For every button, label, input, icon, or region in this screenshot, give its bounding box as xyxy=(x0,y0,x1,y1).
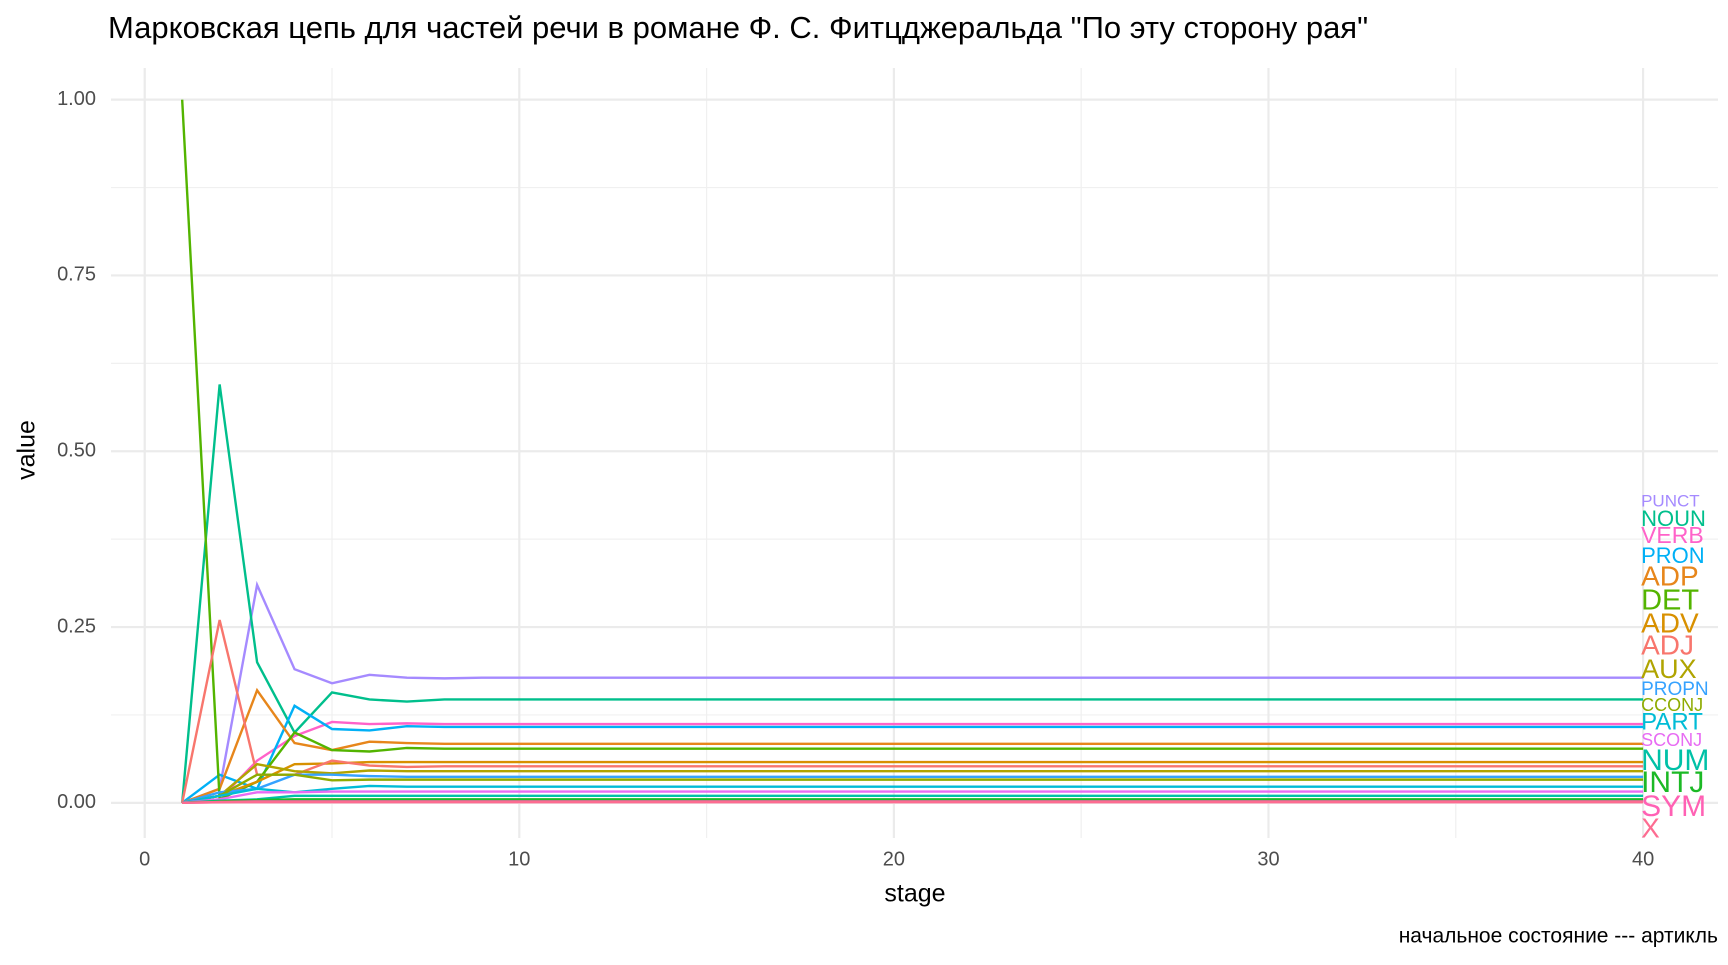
series-line xyxy=(181,784,1644,805)
x-tick-label: 10 xyxy=(508,848,530,870)
series-label: PART xyxy=(1641,708,1703,735)
series-label: CCONJ xyxy=(1641,695,1703,715)
x-tick-label: 0 xyxy=(139,848,150,870)
series-label: NOUN xyxy=(1641,506,1706,531)
y-tick-label: 0.00 xyxy=(57,791,96,813)
series-label: X xyxy=(1641,812,1660,843)
caption: начальное состояние --- артикль xyxy=(1399,925,1718,948)
series-label: ADP xyxy=(1641,560,1699,591)
series-line xyxy=(181,704,1644,804)
series-label: AUX xyxy=(1641,654,1697,684)
series-label: PRON xyxy=(1641,543,1705,568)
y-tick-label: 0.25 xyxy=(57,615,96,637)
y-axis-label: value xyxy=(13,420,41,480)
series-line xyxy=(181,580,1644,804)
series-line xyxy=(181,760,1644,805)
series-label: NUM xyxy=(1641,744,1709,777)
x-tick-label: 20 xyxy=(883,848,905,870)
series-line xyxy=(182,790,1644,805)
series-line xyxy=(181,762,1644,805)
x-axis-label: stage xyxy=(884,880,945,908)
series-label: ADV xyxy=(1641,607,1699,638)
series-label: SYM xyxy=(1641,790,1706,823)
series-label: SCONJ xyxy=(1641,730,1702,750)
series-label: PROPN xyxy=(1641,679,1709,700)
y-tick-label: 0.50 xyxy=(57,440,96,462)
series-line xyxy=(181,773,1644,805)
series-line xyxy=(180,99,1644,802)
series-label: ADJ xyxy=(1641,629,1694,660)
series-label: INTJ xyxy=(1641,766,1704,799)
x-tick-label: 40 xyxy=(1632,848,1654,870)
chart-title: Марковская цепь для частей речи в романе… xyxy=(108,10,1368,45)
x-tick-label: 30 xyxy=(1257,848,1279,870)
y-tick-label: 1.00 xyxy=(57,88,96,110)
series-label: PUNCT xyxy=(1641,491,1700,510)
series-line xyxy=(182,800,1644,805)
y-tick-label: 0.75 xyxy=(57,264,96,286)
series-line xyxy=(180,619,1644,804)
series-label: DET xyxy=(1641,585,1699,617)
series-label: VERB xyxy=(1641,522,1704,548)
series-line xyxy=(180,384,1644,803)
